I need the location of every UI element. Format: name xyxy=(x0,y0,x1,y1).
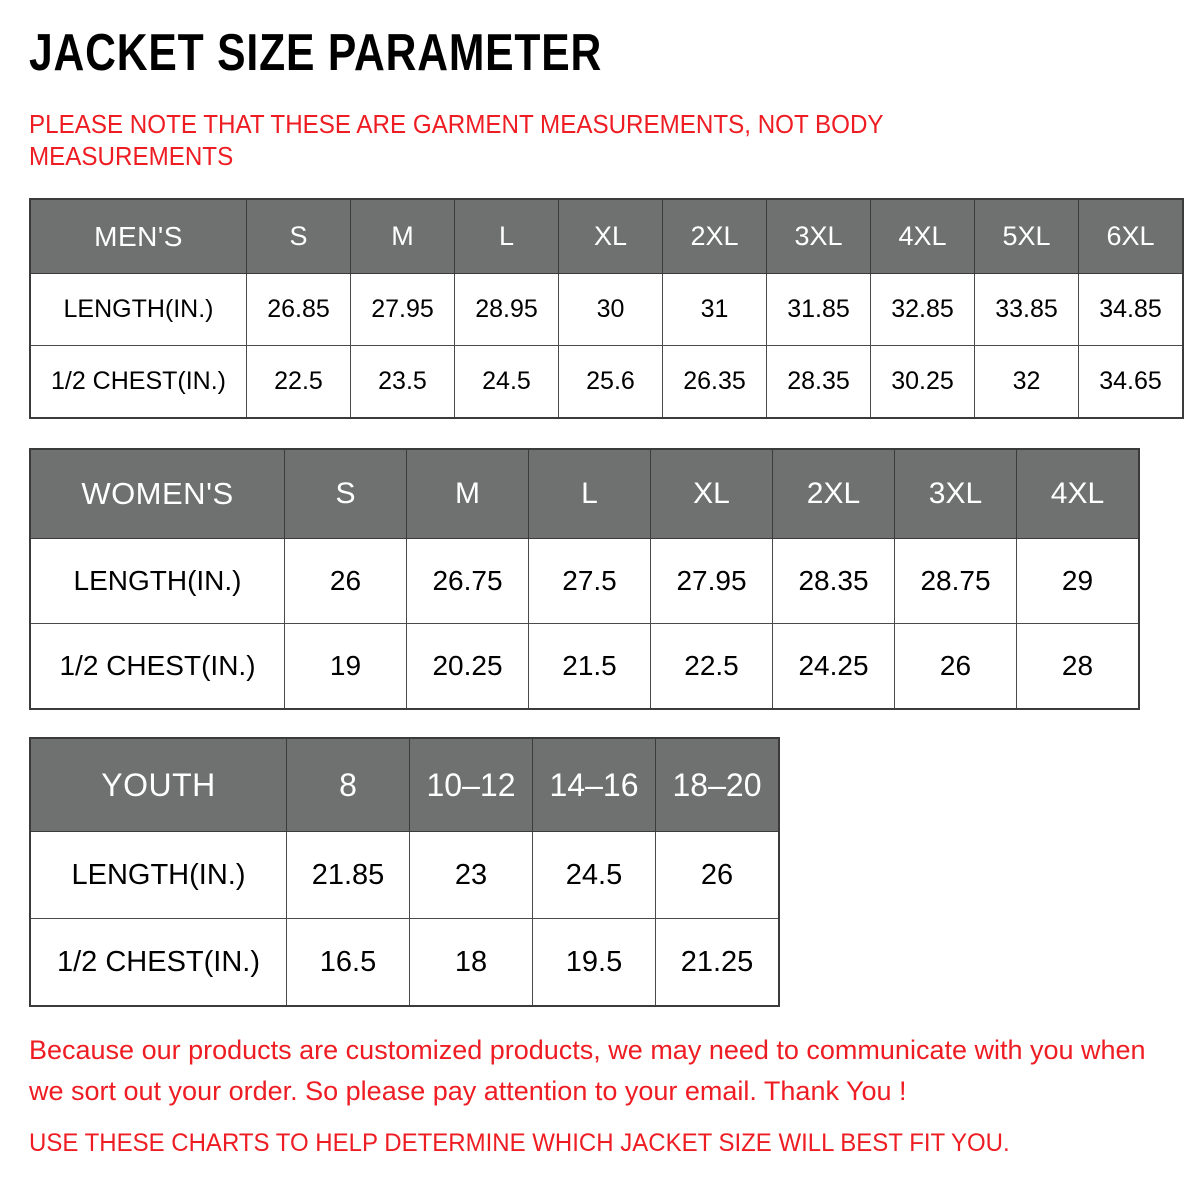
women-row-label-1: 1/2 CHEST(IN.) xyxy=(29,623,285,710)
men-header-label: MEN'S xyxy=(29,198,247,274)
men-cell-r1-c0: 22.5 xyxy=(246,345,351,419)
measurement-disclaimer: PLEASE NOTE THAT THESE ARE GARMENT MEASU… xyxy=(29,109,884,171)
women-size-header-4: 2XL xyxy=(772,448,895,539)
men-cell-r0-c1: 27.95 xyxy=(350,273,455,346)
men-size-header-6: 4XL xyxy=(870,198,975,274)
women-cell-r1-c5: 26 xyxy=(894,623,1017,710)
table-header-row: WOMEN'S S M L XL 2XL 3XL 4XL xyxy=(29,448,1140,539)
youth-header-label: YOUTH xyxy=(29,737,287,832)
table-row: LENGTH(IN.) 26 26.75 27.5 27.95 28.35 28.75 29 xyxy=(29,538,1140,624)
mens-table-header: MEN'S S M L XL 2XL 3XL 4XL 5XL 6XL xyxy=(29,198,1184,274)
men-size-header-8: 6XL xyxy=(1078,198,1184,274)
men-cell-r1-c7: 32 xyxy=(974,345,1079,419)
youth-cell-r1-c0: 16.5 xyxy=(286,918,410,1007)
women-cell-r1-c6: 28 xyxy=(1016,623,1140,710)
womens-size-table: WOMEN'S S M L XL 2XL 3XL 4XL LENGTH(IN.) 26 26.75… xyxy=(29,448,1140,710)
women-cell-r0-c1: 26.75 xyxy=(406,538,529,624)
youth-cell-r1-c1: 18 xyxy=(409,918,533,1007)
women-size-header-3: XL xyxy=(650,448,773,539)
youth-cell-r0-c0: 21.85 xyxy=(286,831,410,919)
youth-size-header-2: 14–16 xyxy=(532,737,656,832)
table-row: LENGTH(IN.) 21.85 23 24.5 26 xyxy=(29,831,780,919)
men-cell-r0-c7: 33.85 xyxy=(974,273,1079,346)
table-header-row: MEN'S S M L XL 2XL 3XL 4XL 5XL 6XL xyxy=(29,198,1184,274)
youth-size-header-3: 18–20 xyxy=(655,737,780,832)
men-cell-r0-c5: 31.85 xyxy=(766,273,871,346)
youth-cell-r1-c3: 21.25 xyxy=(655,918,780,1007)
chart-usage-note: USE THESE CHARTS TO HELP DETERMINE WHICH… xyxy=(29,1129,1010,1157)
men-size-header-2: L xyxy=(454,198,559,274)
women-cell-r0-c6: 29 xyxy=(1016,538,1140,624)
men-cell-r1-c1: 23.5 xyxy=(350,345,455,419)
men-cell-r1-c3: 25.6 xyxy=(558,345,663,419)
men-size-header-4: 2XL xyxy=(662,198,767,274)
women-size-header-5: 3XL xyxy=(894,448,1017,539)
men-row-label-1: 1/2 CHEST(IN.) xyxy=(29,345,247,419)
men-cell-r0-c4: 31 xyxy=(662,273,767,346)
men-cell-r1-c4: 26.35 xyxy=(662,345,767,419)
customization-note: Because our products are customized prod… xyxy=(29,1035,1146,1106)
men-cell-r0-c6: 32.85 xyxy=(870,273,975,346)
women-cell-r1-c2: 21.5 xyxy=(528,623,651,710)
women-size-header-6: 4XL xyxy=(1016,448,1140,539)
table-row: 1/2 CHEST(IN.) 16.5 18 19.5 21.25 xyxy=(29,918,780,1007)
women-cell-r0-c3: 27.95 xyxy=(650,538,773,624)
men-size-header-1: M xyxy=(350,198,455,274)
youth-table-header: YOUTH 8 10–12 14–16 18–20 xyxy=(29,737,780,832)
women-header-label: WOMEN'S xyxy=(29,448,285,539)
page-title: JACKET SIZE PARAMETER xyxy=(29,24,603,82)
men-row-label-0: LENGTH(IN.) xyxy=(29,273,247,346)
women-cell-r1-c4: 24.25 xyxy=(772,623,895,710)
youth-size-header-0: 8 xyxy=(286,737,410,832)
table-row: 1/2 CHEST(IN.) 19 20.25 21.5 22.5 24.25 26 28 xyxy=(29,623,1140,710)
women-size-header-2: L xyxy=(528,448,651,539)
youth-row-label-0: LENGTH(IN.) xyxy=(29,831,287,919)
youth-cell-r0-c1: 23 xyxy=(409,831,533,919)
men-size-header-5: 3XL xyxy=(766,198,871,274)
table-row: LENGTH(IN.) 26.85 27.95 28.95 30 31 31.85 32.85… xyxy=(29,273,1184,346)
men-size-header-3: XL xyxy=(558,198,663,274)
mens-size-table: MEN'S S M L XL 2XL 3XL 4XL 5XL 6XL LENGTH(IN.) 26.… xyxy=(29,198,1184,419)
women-size-header-0: S xyxy=(284,448,407,539)
men-cell-r0-c0: 26.85 xyxy=(246,273,351,346)
women-row-label-0: LENGTH(IN.) xyxy=(29,538,285,624)
men-cell-r1-c5: 28.35 xyxy=(766,345,871,419)
women-cell-r0-c5: 28.75 xyxy=(894,538,1017,624)
youth-size-header-1: 10–12 xyxy=(409,737,533,832)
men-cell-r0-c3: 30 xyxy=(558,273,663,346)
men-cell-r1-c2: 24.5 xyxy=(454,345,559,419)
youth-table-body: LENGTH(IN.) 21.85 23 24.5 26 1/2 CHEST(IN.) 16… xyxy=(29,831,780,1007)
women-size-header-1: M xyxy=(406,448,529,539)
womens-table-body: LENGTH(IN.) 26 26.75 27.5 27.95 28.35 28.75 29 1… xyxy=(29,538,1140,710)
women-cell-r0-c2: 27.5 xyxy=(528,538,651,624)
youth-cell-r0-c2: 24.5 xyxy=(532,831,656,919)
men-cell-r0-c2: 28.95 xyxy=(454,273,559,346)
table-row: 1/2 CHEST(IN.) 22.5 23.5 24.5 25.6 26.35 28.35… xyxy=(29,345,1184,419)
men-size-header-7: 5XL xyxy=(974,198,1079,274)
women-cell-r1-c0: 19 xyxy=(284,623,407,710)
table-header-row: YOUTH 8 10–12 14–16 18–20 xyxy=(29,737,780,832)
men-cell-r1-c6: 30.25 xyxy=(870,345,975,419)
men-size-header-0: S xyxy=(246,198,351,274)
men-cell-r1-c8: 34.65 xyxy=(1078,345,1184,419)
youth-row-label-1: 1/2 CHEST(IN.) xyxy=(29,918,287,1007)
youth-size-table: YOUTH 8 10–12 14–16 18–20 LENGTH(IN.) 21.85 23… xyxy=(29,737,780,1007)
mens-table-body: LENGTH(IN.) 26.85 27.95 28.95 30 31 31.85 32.85… xyxy=(29,273,1184,419)
women-cell-r1-c3: 22.5 xyxy=(650,623,773,710)
women-cell-r0-c4: 28.35 xyxy=(772,538,895,624)
youth-cell-r0-c3: 26 xyxy=(655,831,780,919)
women-cell-r0-c0: 26 xyxy=(284,538,407,624)
womens-table-header: WOMEN'S S M L XL 2XL 3XL 4XL xyxy=(29,448,1140,539)
youth-cell-r1-c2: 19.5 xyxy=(532,918,656,1007)
men-cell-r0-c8: 34.85 xyxy=(1078,273,1184,346)
women-cell-r1-c1: 20.25 xyxy=(406,623,529,710)
